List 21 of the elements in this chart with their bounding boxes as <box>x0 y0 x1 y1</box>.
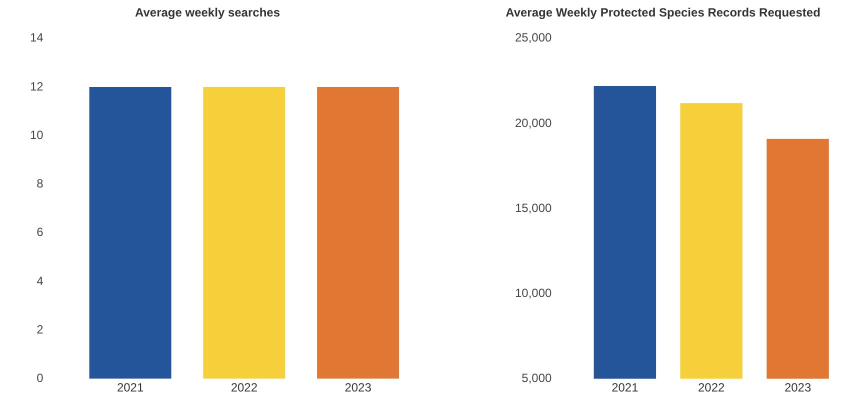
y-tick-label: 8 <box>36 176 44 191</box>
y-tick-label: 2 <box>36 322 44 336</box>
y-tick-label: 0 <box>36 371 44 386</box>
x-tick-label: 2023 <box>344 380 372 394</box>
x-tick-label: 2022 <box>230 380 258 394</box>
y-tick-label: 14 <box>30 30 44 45</box>
y-tick-label: 12 <box>30 79 44 94</box>
chart-title: Average weekly searches <box>135 6 280 20</box>
y-tick-label: 10,000 <box>515 286 552 300</box>
y-tick-label: 20,000 <box>515 116 552 130</box>
y-tick-label: 25,000 <box>515 30 552 45</box>
y-tick-label: 10 <box>30 128 44 142</box>
x-tick-label: 2021 <box>612 380 639 394</box>
x-tick-label: 2021 <box>116 380 144 394</box>
x-tick-label: 2022 <box>698 380 726 394</box>
y-tick-label: 15,000 <box>515 200 552 215</box>
y-tick-label: 5,000 <box>522 371 552 386</box>
y-tick-label: 6 <box>36 225 44 240</box>
y-tick-label: 4 <box>36 274 44 288</box>
chart-title: Average Weekly Protected Species Records Requested <box>506 6 820 20</box>
x-tick-label: 2023 <box>784 380 812 394</box>
